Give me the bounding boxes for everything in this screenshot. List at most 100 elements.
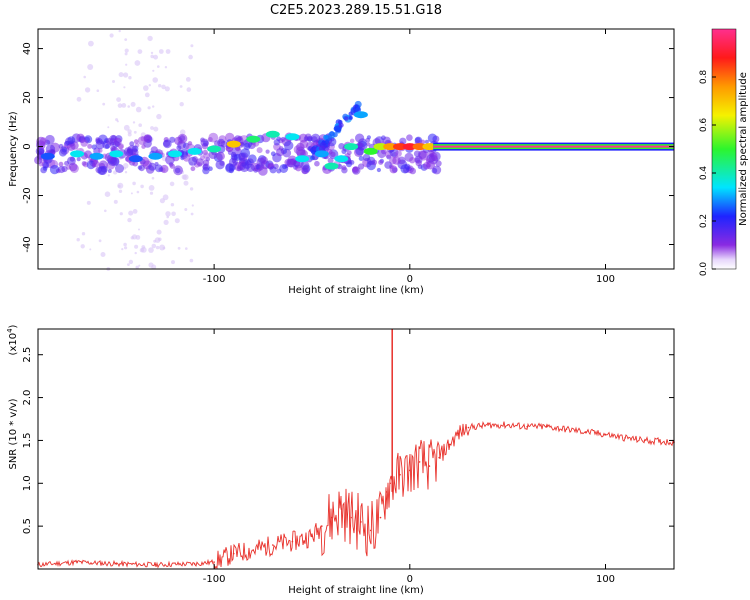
spectrogram-branch-dot	[328, 131, 336, 139]
spectrogram-band-dot	[296, 142, 305, 152]
spectrogram-noise-dot	[189, 258, 194, 263]
spectrogram-band-dot	[238, 153, 246, 161]
spectrogram-noise-dot	[87, 64, 94, 70]
colorbar-tick-label: 0.4	[699, 166, 709, 181]
spectrogram-noise-dot	[134, 60, 141, 66]
spectrogram-noise-dot	[130, 101, 136, 107]
spectrogram-noise-dot	[184, 208, 188, 211]
spectrogram-y-tick-label: 20	[22, 91, 33, 104]
snr-marks	[37, 329, 675, 570]
spectrogram-noise-dot	[151, 243, 157, 249]
snr-data-point	[193, 563, 196, 565]
spectrogram-band-dot	[381, 135, 386, 141]
spectrogram-noise-dot	[179, 85, 183, 88]
snr-data-point	[360, 521, 362, 523]
spectrogram-noise-dot	[185, 247, 188, 250]
spectrogram-band-dot	[300, 161, 310, 170]
spectrogram-branch-dot	[312, 146, 317, 151]
spectrogram-noise-dot	[169, 181, 175, 187]
spectrogram-band-dot	[68, 162, 78, 172]
spectrogram-band-dot	[215, 160, 225, 170]
spectrogram-band-dot	[217, 138, 226, 147]
spectrogram-band-dot	[258, 166, 268, 176]
spectrogram-band-dot	[148, 162, 157, 171]
spectrogram-band-dot	[424, 139, 429, 144]
snr-x-axis-label: Height of straight line (km)	[288, 585, 424, 596]
spectrogram-band-dot	[346, 161, 352, 168]
spectrogram-branch-dot	[324, 139, 330, 144]
spectrogram-noise-dot	[104, 209, 107, 213]
snr-x-tick-label: 100	[596, 574, 615, 585]
colorbar-tick-label: 0.0	[699, 262, 709, 277]
spectrogram-band-dot	[133, 139, 139, 144]
snr-data-point	[428, 465, 431, 467]
spectrogram-noise-dot	[117, 103, 123, 108]
spectrogram-noise-dot	[171, 211, 176, 217]
snr-x-ticks: -100 0 100	[203, 329, 615, 585]
snr-data-point	[272, 544, 274, 546]
snr-y-scale-base: (x104)	[6, 324, 19, 355]
spectrogram-band-dot	[415, 159, 422, 167]
spectrogram-noise-dot	[174, 218, 180, 224]
spectrogram-noise-dot	[185, 77, 191, 82]
spectrogram-noise-dot	[183, 180, 189, 186]
spectrogram-ridge-point	[246, 135, 261, 143]
spectrogram-noise-dot	[133, 130, 137, 134]
spectrogram-noise-dot	[150, 54, 154, 59]
spectrogram-ridge-point	[383, 143, 398, 151]
spectrogram-noise-dot	[153, 126, 159, 132]
spectrogram-branch-dot	[323, 134, 329, 140]
snr-y-tick-label: 0.5	[22, 518, 33, 534]
spectrogram-band-dot	[231, 151, 237, 158]
spectrogram-noise-dot	[162, 246, 166, 250]
spectrogram-ridge-point	[187, 147, 202, 155]
spectrogram-noise-dot	[126, 263, 130, 266]
spectrogram-band-dot	[260, 156, 268, 165]
spectrogram-band-dot	[349, 138, 355, 144]
spectrogram-noise-dot	[152, 105, 155, 108]
snr-data-point	[506, 424, 509, 426]
spectrogram-ridge-point	[226, 140, 241, 148]
spectrogram-band-dot	[98, 166, 108, 176]
spectrogram-band-dot	[273, 139, 280, 146]
snr-data-point	[565, 428, 568, 431]
spectrogram-band-dot	[327, 157, 334, 164]
snr-data-point	[76, 561, 78, 563]
spectrogram-noise-dot	[148, 262, 154, 268]
spectrogram-band-dot	[265, 149, 270, 154]
spectrogram-noise-dot	[127, 129, 132, 134]
spectrogram-ridge-point	[265, 130, 280, 138]
spectrogram-noise-dot	[165, 49, 171, 54]
spectrogram-branch-dot	[338, 122, 344, 128]
snr-data-point	[457, 432, 460, 435]
spectrogram-band-dot	[246, 163, 255, 172]
colorbar-tick-label: 0.6	[699, 118, 709, 133]
spectrogram-noise-dot	[117, 182, 124, 189]
spectrogram-noise-dot	[188, 54, 193, 60]
spectrogram-noise-dot	[124, 38, 128, 41]
spectrogram-band-dot	[183, 154, 191, 162]
spectrogram-x-tick-label: 100	[596, 274, 615, 285]
spectrogram-ridge-point	[344, 143, 359, 151]
spectrogram-band-dot	[395, 150, 402, 157]
spectrogram-band-dot	[392, 156, 401, 165]
spectrogram-noise-dot	[131, 234, 138, 240]
snr-data-point	[115, 563, 118, 565]
spectrogram-noise-dot	[132, 209, 138, 214]
spectrogram-band-dot	[138, 165, 145, 172]
spectrogram-noise-dot	[124, 52, 128, 56]
spectrogram-noise-dot	[134, 251, 137, 255]
spectrogram-noise-dot	[191, 204, 194, 207]
spectrogram-band-dot	[67, 136, 76, 145]
spectrogram-band-dot	[392, 167, 398, 173]
spectrogram-band-dot	[187, 141, 193, 146]
snr-y-scale-exponent: 4	[6, 328, 14, 333]
spectrogram-branch-dot	[333, 125, 341, 132]
snr-data-point	[604, 433, 607, 436]
spectrogram-ridge-point	[285, 133, 300, 141]
spectrogram-noise-dot	[121, 103, 127, 108]
spectrogram-noise-dot	[132, 181, 136, 186]
snr-data-point	[438, 456, 441, 459]
spectrogram-noise-dot	[121, 248, 124, 251]
